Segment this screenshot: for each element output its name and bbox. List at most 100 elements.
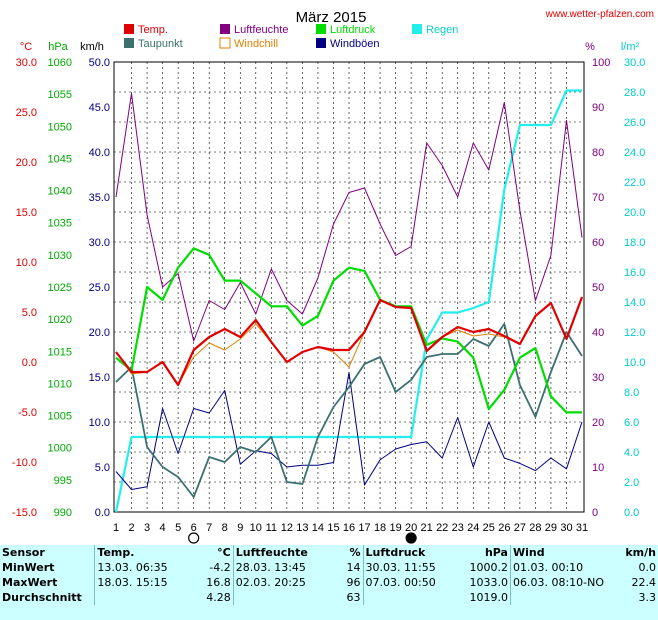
stats-cell: 3.3 (638, 591, 657, 604)
stats-cell (362, 590, 465, 605)
axis-tick-label: 5.0 (22, 307, 37, 319)
axis-tick-label: 50 (592, 282, 604, 294)
chart-title: März 2015 (296, 9, 367, 26)
series-line (115, 93, 583, 342)
axis-tick-label: 10.0 (624, 357, 645, 369)
stats-header: Temp. (94, 545, 197, 560)
x-tick-label: 6 (191, 522, 197, 534)
stats-row: MinWert 13.03. 06:35 -4.2 28.03. 13:45 1… (0, 560, 658, 575)
axis-tick-label: 90 (592, 102, 604, 114)
axis-tick-label: 995 (54, 475, 72, 487)
stats-cell: 16.8 (206, 576, 231, 589)
axis-tick-label: 1005 (48, 411, 72, 423)
chart-grid (113, 61, 585, 513)
axis-tick-label: 1045 (48, 153, 72, 165)
x-tick-label: 5 (175, 522, 181, 534)
stats-cell: 06.03. 08:10-NO (509, 575, 618, 590)
stats-cell: 13.03. 06:35 (94, 560, 197, 575)
axis-tick-label: 30 (592, 372, 604, 384)
axis-tick-label: 16.0 (624, 267, 645, 279)
x-tick-label: 25 (483, 522, 495, 534)
axis-tick-label: 12.0 (624, 327, 645, 339)
x-tick-label: 20 (405, 522, 417, 534)
stats-table: Sensor Temp. °C Luftfeuchte % Luftdruck … (0, 545, 658, 605)
axis-tick-label: 1010 (48, 378, 72, 390)
x-tick-label: 9 (237, 522, 243, 534)
stats-header: km/h (625, 546, 656, 559)
stats-header: Luftfeuchte (232, 545, 335, 560)
stats-cell (509, 590, 618, 605)
x-tick-label: 8 (222, 522, 228, 534)
stats-cell: 14 (346, 561, 361, 574)
axis-tick-label: 15.0 (16, 207, 37, 219)
x-tick-label: 13 (296, 522, 308, 534)
stats-panel: Sensor Temp. °C Luftfeuchte % Luftdruck … (0, 545, 658, 620)
axis-tick-label: 30.0 (89, 237, 110, 249)
axis-tick-label: 0.0 (95, 507, 110, 519)
stats-cell: 30.03. 11:55 (362, 560, 465, 575)
axis-tick-label: -15.0 (12, 507, 37, 519)
x-tick-label: 14 (312, 522, 324, 534)
axis-tick-label: 30.0 (624, 57, 645, 69)
x-tick-label: 22 (436, 522, 448, 534)
legend-swatch (316, 24, 326, 34)
legend-label: Luftdruck (330, 24, 376, 36)
axis-tick-label: 0.0 (22, 357, 37, 369)
axis-tick-label: 1060 (48, 57, 72, 69)
legend-label: Temp. (138, 24, 168, 36)
stats-cell (94, 590, 197, 605)
legend-label: Windchill (234, 38, 278, 50)
x-tick-label: 15 (327, 522, 339, 534)
axis-tick-label: 1050 (48, 121, 72, 133)
x-tick-label: 29 (545, 522, 557, 534)
chart-axes: 30.025.020.015.010.05.00.0-5.0-10.0-15.0… (12, 41, 645, 544)
axis-tick-label: 15.0 (89, 372, 110, 384)
axis-tick-label: 70 (592, 192, 604, 204)
full-moon-icon (188, 532, 200, 544)
legend-swatch (220, 24, 230, 34)
stats-cell: 1000.2 (469, 561, 508, 574)
stats-header-row: Sensor Temp. °C Luftfeuchte % Luftdruck … (0, 545, 658, 560)
legend-swatch (124, 38, 134, 48)
axis-tick-label: 1055 (48, 89, 72, 101)
stats-cell: 0.0 (638, 561, 657, 574)
stats-cell: -4.2 (209, 561, 231, 574)
stats-header: % (349, 546, 361, 559)
x-tick-label: 1 (113, 522, 119, 534)
axis-tick-label: 28.0 (624, 87, 645, 99)
x-tick-label: 3 (144, 522, 150, 534)
x-tick-label: 11 (266, 522, 277, 534)
series-line (115, 296, 584, 387)
weather-chart: 30.025.020.015.010.05.00.0-5.0-10.0-15.0… (12, 9, 654, 544)
x-tick-label: 17 (358, 522, 370, 534)
axis-unit-label: hPa (48, 41, 68, 53)
axis-tick-label: 24.0 (624, 147, 645, 159)
axis-tick-label: 20.0 (16, 157, 37, 169)
axis-unit-label: % (585, 41, 595, 53)
stats-row: MaxWert 18.03. 15:15 16.8 02.03. 20:25 9… (0, 575, 658, 590)
stats-cell: 1019.0 (469, 591, 508, 604)
axis-tick-label: 1020 (48, 314, 72, 326)
axis-tick-label: 22.0 (624, 177, 645, 189)
legend-label: Luftfeuchte (234, 24, 288, 36)
x-tick-label: 26 (498, 522, 510, 534)
axis-tick-label: 0.0 (624, 507, 639, 519)
source-link[interactable]: www.wetter-pfalzen.com (545, 9, 654, 20)
x-tick-label: 24 (467, 522, 479, 534)
axis-tick-label: 5.0 (95, 462, 110, 474)
legend-swatch (316, 38, 326, 48)
x-tick-label: 30 (560, 522, 572, 534)
axis-tick-label: -5.0 (18, 407, 37, 419)
series-line (115, 323, 583, 498)
axis-tick-label: 14.0 (624, 297, 645, 309)
stats-cell: 1033.0 (469, 576, 508, 589)
stats-cell: 01.03. 00:10 (509, 560, 618, 575)
chart-series (114, 89, 584, 513)
stats-cell: 22.4 (631, 576, 657, 589)
x-tick-label: 27 (514, 522, 526, 534)
axis-tick-label: 30.0 (16, 57, 37, 69)
axis-tick-label: 45.0 (89, 102, 110, 114)
x-tick-label: 7 (206, 522, 212, 534)
axis-tick-label: 20.0 (89, 327, 110, 339)
axis-tick-label: 10.0 (16, 257, 37, 269)
